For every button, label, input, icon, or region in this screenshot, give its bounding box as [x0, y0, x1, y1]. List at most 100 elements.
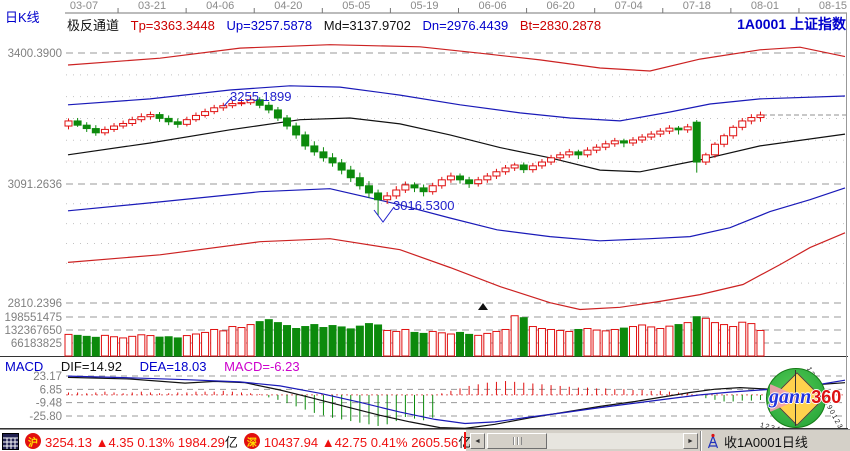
status-bar: 沪 3254.13 ▲4.35 0.13% 1984.29亿 深 10437.9… — [0, 429, 850, 451]
volume-bar — [629, 326, 638, 357]
candle — [565, 151, 574, 156]
volume-bar — [82, 335, 91, 357]
candle — [292, 125, 301, 136]
macd-macd-value: MACD=-6.23 — [224, 359, 300, 374]
candle — [556, 154, 565, 159]
volume-bar — [246, 324, 255, 357]
param-tp: Tp=3363.3448 — [130, 18, 215, 33]
volume-bar — [592, 329, 601, 357]
param-bt: Bt=2830.2878 — [519, 18, 602, 33]
volume-bar — [456, 331, 465, 357]
volume-bar — [528, 326, 537, 357]
candle — [738, 120, 747, 128]
candle — [64, 120, 73, 127]
scroll-left-button[interactable]: ◄ — [470, 433, 485, 449]
candle — [492, 171, 501, 177]
volume-bar — [264, 319, 273, 357]
candle — [246, 99, 255, 104]
tower-icon — [707, 433, 719, 448]
channel-line-md — [67, 117, 846, 173]
volume-bar — [519, 317, 528, 357]
volume-bar — [292, 328, 301, 357]
price-axis-label: 3400.3900 — [8, 48, 62, 60]
macd-dea-value: DEA=18.03 — [139, 359, 207, 374]
volume-bar — [110, 336, 119, 357]
volume-bar — [346, 328, 355, 357]
status-quotes: 沪 3254.13 ▲4.35 0.13% 1984.29亿 深 10437.9… — [0, 430, 471, 451]
volume-bar — [610, 328, 619, 357]
param-dn: Dn=2976.4439 — [422, 18, 509, 33]
candle — [73, 120, 82, 126]
volume-bar — [556, 329, 565, 357]
logo-axis-line — [795, 370, 796, 426]
candle — [674, 127, 683, 131]
cursor-bar — [464, 432, 466, 449]
volume-bar — [137, 334, 146, 357]
volume-bar — [355, 325, 364, 357]
candle — [392, 189, 401, 197]
volume-bar — [273, 322, 282, 357]
candle — [82, 124, 91, 130]
volume-axis-label: 66183825 — [11, 338, 62, 350]
chart-canvas[interactable]: 3400.3900 3091.2636 2810.2396 1985514751323… — [0, 0, 850, 429]
candle — [110, 125, 119, 130]
volume-bar — [319, 327, 328, 357]
candle — [173, 121, 182, 125]
volume-bar — [64, 333, 73, 357]
volume-bar — [738, 321, 747, 357]
macd-axis-label: 23.17 — [33, 371, 62, 383]
candle — [483, 175, 492, 181]
candle — [638, 136, 647, 141]
candle — [283, 117, 292, 127]
macd-dea-line — [67, 375, 846, 425]
candle — [346, 169, 355, 179]
candle — [155, 114, 164, 119]
volume-bar — [364, 323, 373, 357]
candle — [237, 102, 246, 105]
candle — [446, 175, 455, 181]
volume-bar — [164, 336, 173, 357]
volume-bar — [756, 329, 765, 357]
scroll-thumb[interactable] — [487, 433, 547, 449]
candle — [137, 116, 146, 121]
candle — [692, 121, 701, 163]
volume-bar — [210, 328, 219, 357]
volume-bar — [301, 326, 310, 357]
volume-bar — [91, 336, 100, 357]
volume-bar — [410, 331, 419, 357]
date-label: 04-06 — [206, 0, 235, 12]
volume-bar — [501, 328, 510, 357]
candle — [191, 114, 200, 121]
candle — [601, 143, 610, 148]
volume-bar — [201, 331, 210, 357]
volume-bar — [310, 324, 319, 357]
indicator-name: 极反通道 — [67, 18, 120, 33]
logo-circle-icon — [766, 368, 826, 428]
candle — [665, 127, 674, 132]
volume-bar — [237, 327, 246, 357]
logo-text-gann: gann — [769, 386, 812, 408]
candle — [201, 111, 210, 116]
candle — [501, 167, 510, 173]
status-feed: 收1A0001日线 — [706, 430, 808, 451]
candle — [592, 146, 601, 151]
horizontal-scrollbar[interactable]: ◄ ► — [470, 433, 698, 449]
date-label: 04-20 — [274, 0, 303, 12]
volume-bar — [474, 334, 483, 357]
volume-bar — [337, 326, 346, 357]
symbol-title: 1A0001 上证指数 — [737, 16, 846, 32]
volume-bar — [601, 330, 610, 357]
candle — [319, 151, 328, 159]
candle — [510, 164, 519, 169]
candle — [337, 162, 346, 171]
candle — [619, 140, 628, 144]
shanghai-market-icon: 沪 — [25, 433, 41, 449]
candle — [574, 151, 583, 156]
candle — [519, 164, 528, 171]
grid-icon[interactable] — [2, 432, 19, 450]
volume-bar — [73, 334, 82, 357]
scroll-right-button[interactable]: ► — [683, 433, 698, 449]
candle — [91, 128, 100, 134]
volume-bar — [283, 325, 292, 357]
